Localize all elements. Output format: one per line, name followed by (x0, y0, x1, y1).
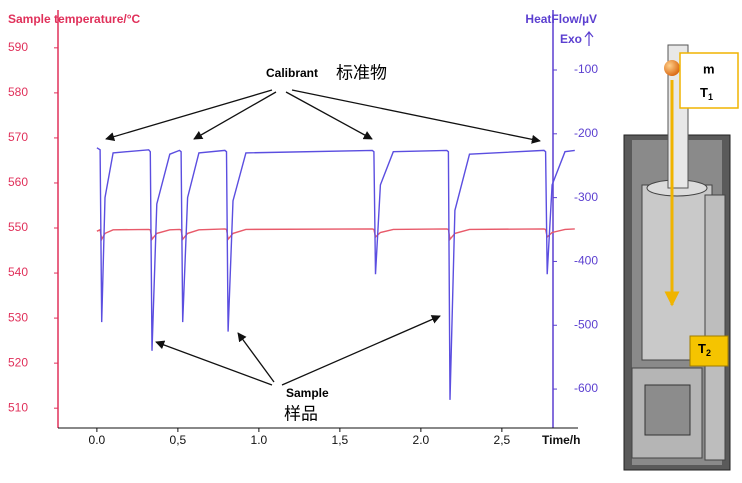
t2-base: T (698, 341, 706, 356)
apparatus: m T1 T2 (623, 44, 739, 471)
y-tick-label: 560 (8, 175, 28, 189)
x-tick-label: 0.0 (89, 433, 106, 447)
sample-ball (664, 60, 680, 76)
t1-label: T1 (700, 85, 713, 102)
y-tick-label: 550 (8, 220, 28, 234)
y2-axis-subtitle: Exo (560, 32, 582, 46)
annotations: Calibrant 标准物 Sample 样品 (105, 63, 541, 423)
y2-tick-label: -300 (574, 190, 598, 204)
y-tick-label: 570 (8, 130, 28, 144)
annotation: 样品 (284, 404, 318, 423)
y2-tick-label: -500 (574, 317, 598, 331)
x-axis-title: Time/h (542, 433, 580, 447)
label-box (679, 52, 739, 109)
y2-axis-title: HeatFlow/µV (525, 12, 597, 26)
mass-label: m (703, 61, 715, 76)
y2-tick-label: -400 (574, 254, 598, 268)
y-tick-label: 540 (8, 265, 28, 279)
annotation: Sample (286, 386, 329, 400)
t2-sub: 2 (706, 348, 711, 358)
t2-box (689, 335, 729, 367)
y-tick-label: 580 (8, 85, 28, 99)
t1-base: T (700, 85, 708, 100)
annotation: Calibrant (266, 66, 318, 80)
exo-arrow (584, 31, 594, 46)
series-line (96, 228, 575, 242)
annotation: 标准物 (336, 63, 387, 82)
base-part (644, 384, 691, 436)
y-tick-label: 520 (8, 355, 28, 369)
t1-sub: 1 (708, 92, 713, 102)
y2-tick-label: -600 (574, 381, 598, 395)
x-tick-label: 2,5 (494, 433, 511, 447)
y-tick-label: 530 (8, 310, 28, 324)
y-tick-label: 510 (8, 400, 28, 414)
x-tick-label: 2.0 (413, 433, 430, 447)
plot: Sample temperature/°C HeatFlow/µV Exo Ti… (8, 10, 598, 447)
x-tick-label: 1,5 (332, 433, 349, 447)
t2-label: T2 (698, 341, 711, 358)
y2-tick-label: -200 (574, 126, 598, 140)
x-tick-label: 0,5 (170, 433, 187, 447)
y-tick-label: 590 (8, 40, 28, 54)
arrows (105, 89, 541, 386)
y2-tick-label: -100 (574, 62, 598, 76)
side-tube (704, 194, 726, 461)
series-line (96, 147, 575, 400)
x-tick-label: 1.0 (251, 433, 268, 447)
furnace (641, 184, 713, 361)
y-axis-title: Sample temperature/°C (8, 12, 141, 26)
